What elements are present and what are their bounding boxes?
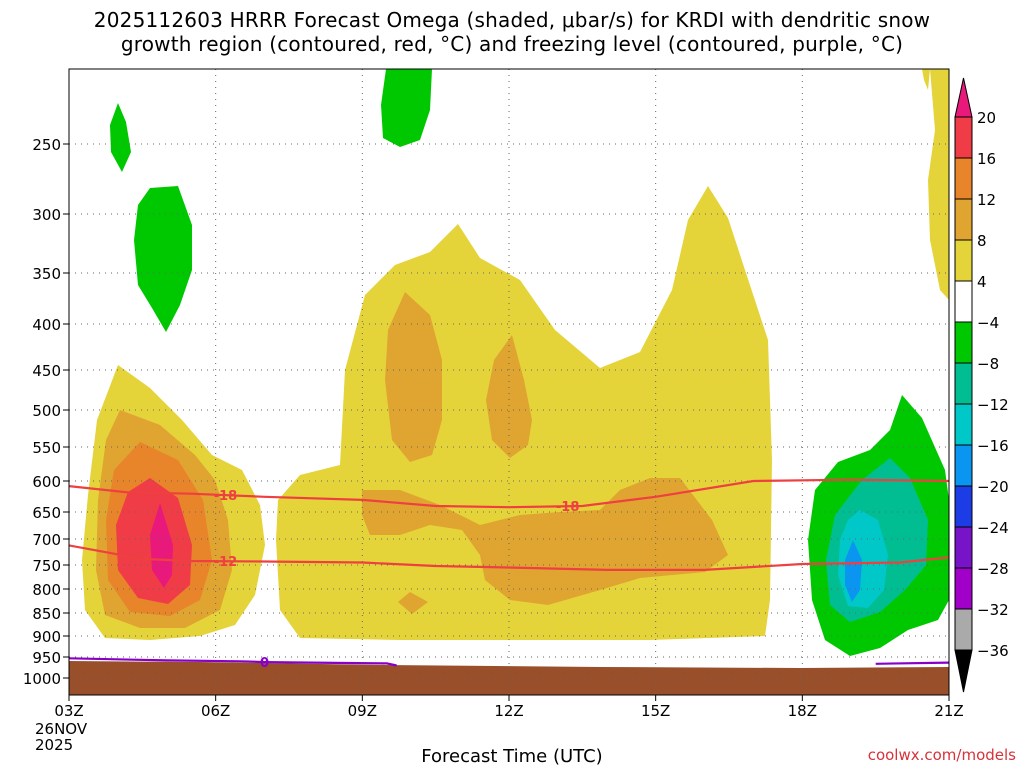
colorbar-label-9: −20 [977,478,1009,496]
x-axis: 03Z 06Z 09Z 12Z 15Z 18Z 21Z [54,695,964,720]
contour-labels: -18 -18 -12 0 [214,489,580,671]
omega-region-gold-upper2 [486,335,532,458]
x-tick-label-21Z: 21Z [934,702,963,720]
colorbar-swatch-8 [954,444,973,487]
omega-region-blue [845,540,862,602]
colorbar-swatch-4 [954,280,973,323]
omega-region-gold-small [398,592,428,614]
x-tick-label-12Z: 12Z [494,702,523,720]
y-tick-label-700: 700 [32,531,61,549]
contour-label-2-0: 0 [260,656,269,671]
x-date-year: 2025 [35,736,74,754]
colorbar-bottom-arrow [954,649,973,693]
colorbar-label-11: −28 [977,560,1009,578]
x-axis-title: Forecast Time (UTC) [421,746,603,767]
y-tick-label-450: 450 [32,362,61,380]
colorbar-label-5: −4 [977,314,999,332]
y-tick-label-400: 400 [32,316,61,334]
colorbar-label-0: 20 [977,109,996,127]
colorbar-top-arrow [954,77,973,118]
colorbar-label-6: −8 [977,355,999,373]
y-tick-label-850: 850 [32,605,61,623]
colorbar-swatch-12 [954,608,973,651]
omega-region-magenta [150,503,173,588]
y-tick-label-900: 900 [32,628,61,646]
colorbar-label-4: 4 [977,273,987,291]
x-tick-label-06Z: 06Z [201,702,230,720]
x-tick-label-03Z: 03Z [54,702,83,720]
colorbar-label-8: −16 [977,437,1009,455]
colorbar-swatch-6 [954,362,973,405]
y-tick-label-800: 800 [32,581,61,599]
colorbar-label-12: −32 [977,601,1009,619]
colorbar: 20 16 12 8 4 −4 −8 −12 −16 −20 −24 −28 −32 −36 [954,77,1009,693]
colorbar-swatch-9 [954,485,973,528]
colorbar-swatch-10 [954,526,973,569]
y-tick-label-600: 600 [32,473,61,491]
colorbar-swatch-0 [954,116,973,159]
colorbar-label-7: −12 [977,396,1009,414]
colorbar-label-10: −24 [977,519,1009,537]
omega-region-green-top [381,69,432,147]
contour-label-0-1: -18 [556,500,580,515]
omega-region-gold-mid [362,478,728,605]
contour-line-2 [69,657,397,667]
y-tick-label-750: 750 [32,557,61,575]
terrain-fill [69,661,949,695]
omega-region-yellow-top [922,69,930,90]
y-tick-label-300: 300 [32,206,61,224]
contour-line-3 [875,661,949,665]
colorbar-label-13: −36 [977,642,1009,660]
chart-title-line1: 2025112603 HRRR Forecast Omega (shaded, … [93,8,931,32]
colorbar-swatch-11 [954,567,973,610]
y-tick-label-550: 550 [32,439,61,457]
colorbar-swatch-1 [954,157,973,200]
contour-line-0 [69,478,949,509]
x-tick-label-18Z: 18Z [788,702,817,720]
y-tick-label-950: 950 [32,649,61,667]
omega-region-gold-upper1 [385,292,442,462]
y-axis: 250 300 350 400 450 500 550 600 650 700 750 800 850 9… [23,136,69,688]
colorbar-swatch-7 [954,403,973,446]
x-tick-label-15Z: 15Z [641,702,670,720]
credit-text: coolwx.com/models [867,746,1016,764]
colorbar-swatch-5 [954,321,973,364]
y-tick-label-1000: 1000 [23,670,61,688]
colorbar-swatch-3 [954,239,973,282]
y-tick-label-350: 350 [32,265,61,283]
contour-label-1-0: -12 [214,555,238,570]
y-tick-label-250: 250 [32,136,61,154]
shaded-omega-field [69,69,949,695]
colorbar-label-3: 8 [977,232,987,250]
contour-lines [69,478,949,667]
omega-region-green-small [110,103,131,172]
contour-label-0-0: -18 [214,489,238,504]
chart-title-line2: growth region (contoured, red, °C) and f… [120,32,904,56]
colorbar-label-1: 16 [977,150,996,168]
x-date-day: 26NOV [35,720,88,738]
contour-line-1 [69,544,949,571]
x-tick-label-09Z: 09Z [348,702,377,720]
omega-region-green-tall [134,186,192,332]
omega-region-yellow-right [928,69,949,300]
colorbar-swatch-2 [954,198,973,241]
colorbar-label-2: 12 [977,191,996,209]
y-tick-label-500: 500 [32,402,61,420]
y-tick-label-650: 650 [32,504,61,522]
